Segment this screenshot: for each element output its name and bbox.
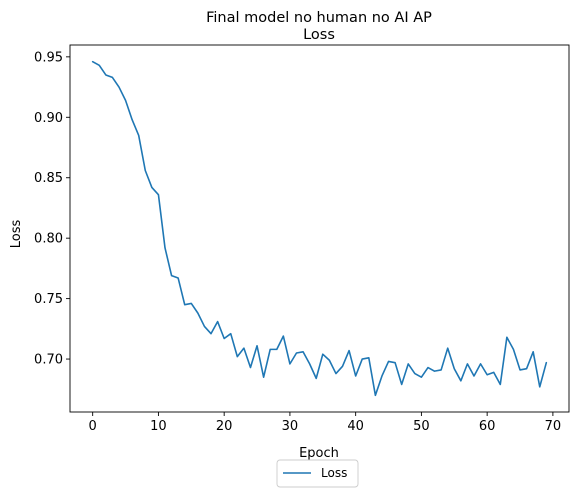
series-line-loss xyxy=(91,60,548,397)
legend-box xyxy=(276,459,359,488)
chart-title: Final model no human no AI AP xyxy=(206,10,432,26)
x-axis: 0 10 20 30 40 50 60 70 xyxy=(89,412,562,434)
legend-label-loss: Loss xyxy=(321,466,347,480)
x-tick-label: 50 xyxy=(413,419,430,434)
x-axis-label: Epoch xyxy=(299,446,339,461)
x-tick-label: 0 xyxy=(89,419,97,434)
x-tick-label: 60 xyxy=(479,419,496,434)
x-tick-label: 10 xyxy=(150,419,167,434)
x-tick-label: 70 xyxy=(545,419,562,434)
chart-subtitle: Loss xyxy=(303,27,335,43)
y-tick-label: 0.85 xyxy=(34,171,63,186)
x-tick-label: 40 xyxy=(347,419,364,434)
y-tick-label: 0.80 xyxy=(34,232,63,247)
x-tick-label: 20 xyxy=(216,419,233,434)
y-axis: 0.70 0.75 0.80 0.85 0.90 0.95 xyxy=(34,50,70,368)
legend: Loss xyxy=(276,459,359,488)
y-tick-label: 0.90 xyxy=(34,111,63,126)
y-tick-label: 0.75 xyxy=(34,292,63,307)
y-axis-label: Loss xyxy=(9,220,24,249)
x-tick-label: 30 xyxy=(282,419,299,434)
y-tick-label: 0.70 xyxy=(34,353,63,368)
plot-frame xyxy=(69,44,570,413)
y-tick-label: 0.95 xyxy=(34,50,63,65)
